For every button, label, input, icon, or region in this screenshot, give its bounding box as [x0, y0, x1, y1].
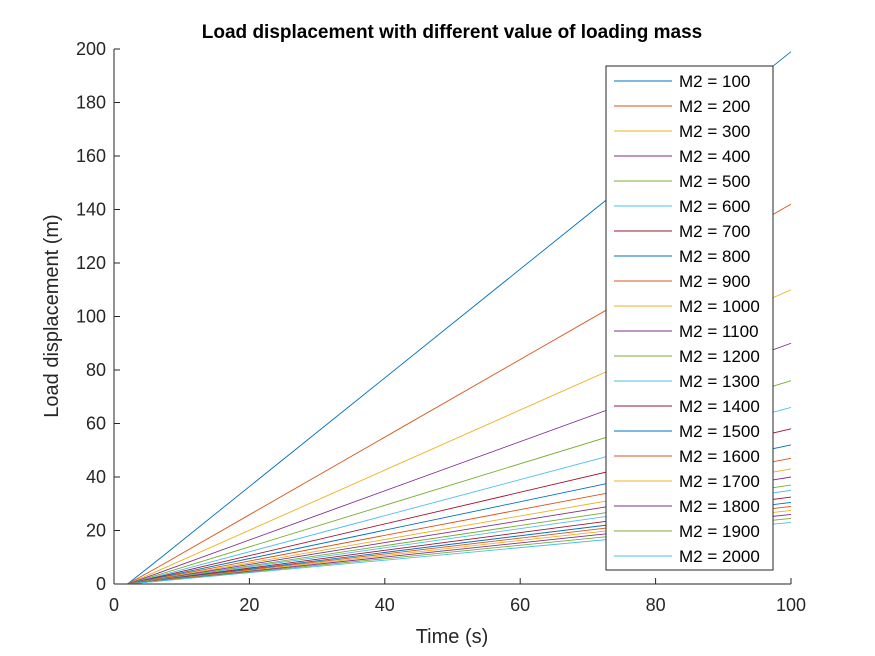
legend-entry-17: M2 = 1700	[679, 472, 760, 491]
legend-entry-2: M2 = 200	[679, 97, 750, 116]
legend-entry-3: M2 = 300	[679, 122, 750, 141]
legend-entry-12: M2 = 1200	[679, 347, 760, 366]
legend-entry-20: M2 = 2000	[679, 547, 760, 566]
legend-entry-11: M2 = 1100	[679, 322, 759, 341]
x-tick-label: 80	[646, 595, 666, 615]
x-axis-label: Time (s)	[416, 626, 489, 648]
y-tick-label: 200	[76, 39, 106, 59]
x-axis-ticks: 0 20 40 60 80 100	[109, 578, 806, 615]
legend-entry-5: M2 = 500	[679, 172, 750, 191]
legend-entry-16: M2 = 1600	[679, 447, 760, 466]
y-tick-label: 180	[76, 93, 106, 113]
legend-entry-19: M2 = 1900	[679, 522, 760, 541]
legend-entry-8: M2 = 800	[679, 247, 750, 266]
x-tick-label: 60	[510, 595, 530, 615]
x-tick-label: 0	[109, 595, 119, 615]
x-tick-label: 20	[239, 595, 259, 615]
y-axis-label: Load displacement (m)	[41, 214, 63, 417]
legend-entry-4: M2 = 400	[679, 147, 750, 166]
x-tick-label: 40	[375, 595, 395, 615]
legend-entry-9: M2 = 900	[679, 272, 750, 291]
y-axis-ticks: 0 20 40 60 80 100 120 140 160 180 200	[76, 39, 120, 594]
y-tick-label: 160	[76, 146, 106, 166]
legend-entry-1: M2 = 100	[679, 72, 750, 91]
y-tick-label: 60	[86, 414, 106, 434]
legend-box	[605, 65, 774, 571]
y-tick-label: 100	[76, 307, 106, 327]
legend-entry-7: M2 = 700	[679, 222, 750, 241]
x-tick-label: 100	[776, 595, 806, 615]
y-tick-label: 140	[76, 200, 106, 220]
legend-entry-15: M2 = 1500	[679, 422, 760, 441]
legend-entry-18: M2 = 1800	[679, 497, 760, 516]
y-tick-label: 120	[76, 253, 106, 273]
legend-entry-14: M2 = 1400	[679, 397, 760, 416]
legend-entry-13: M2 = 1300	[679, 372, 760, 391]
legend-entry-10: M2 = 1000	[679, 297, 760, 316]
y-tick-label: 0	[96, 574, 106, 594]
y-tick-label: 20	[86, 521, 106, 541]
legend-entry-6: M2 = 600	[679, 197, 750, 216]
chart-title: Load displacement with different value o…	[202, 22, 702, 43]
y-tick-label: 40	[86, 467, 106, 487]
legend: M2 = 100 M2 = 200 M2 = 300 M2 = 400 M2 = 500…	[605, 65, 774, 571]
y-tick-label: 80	[86, 360, 106, 380]
